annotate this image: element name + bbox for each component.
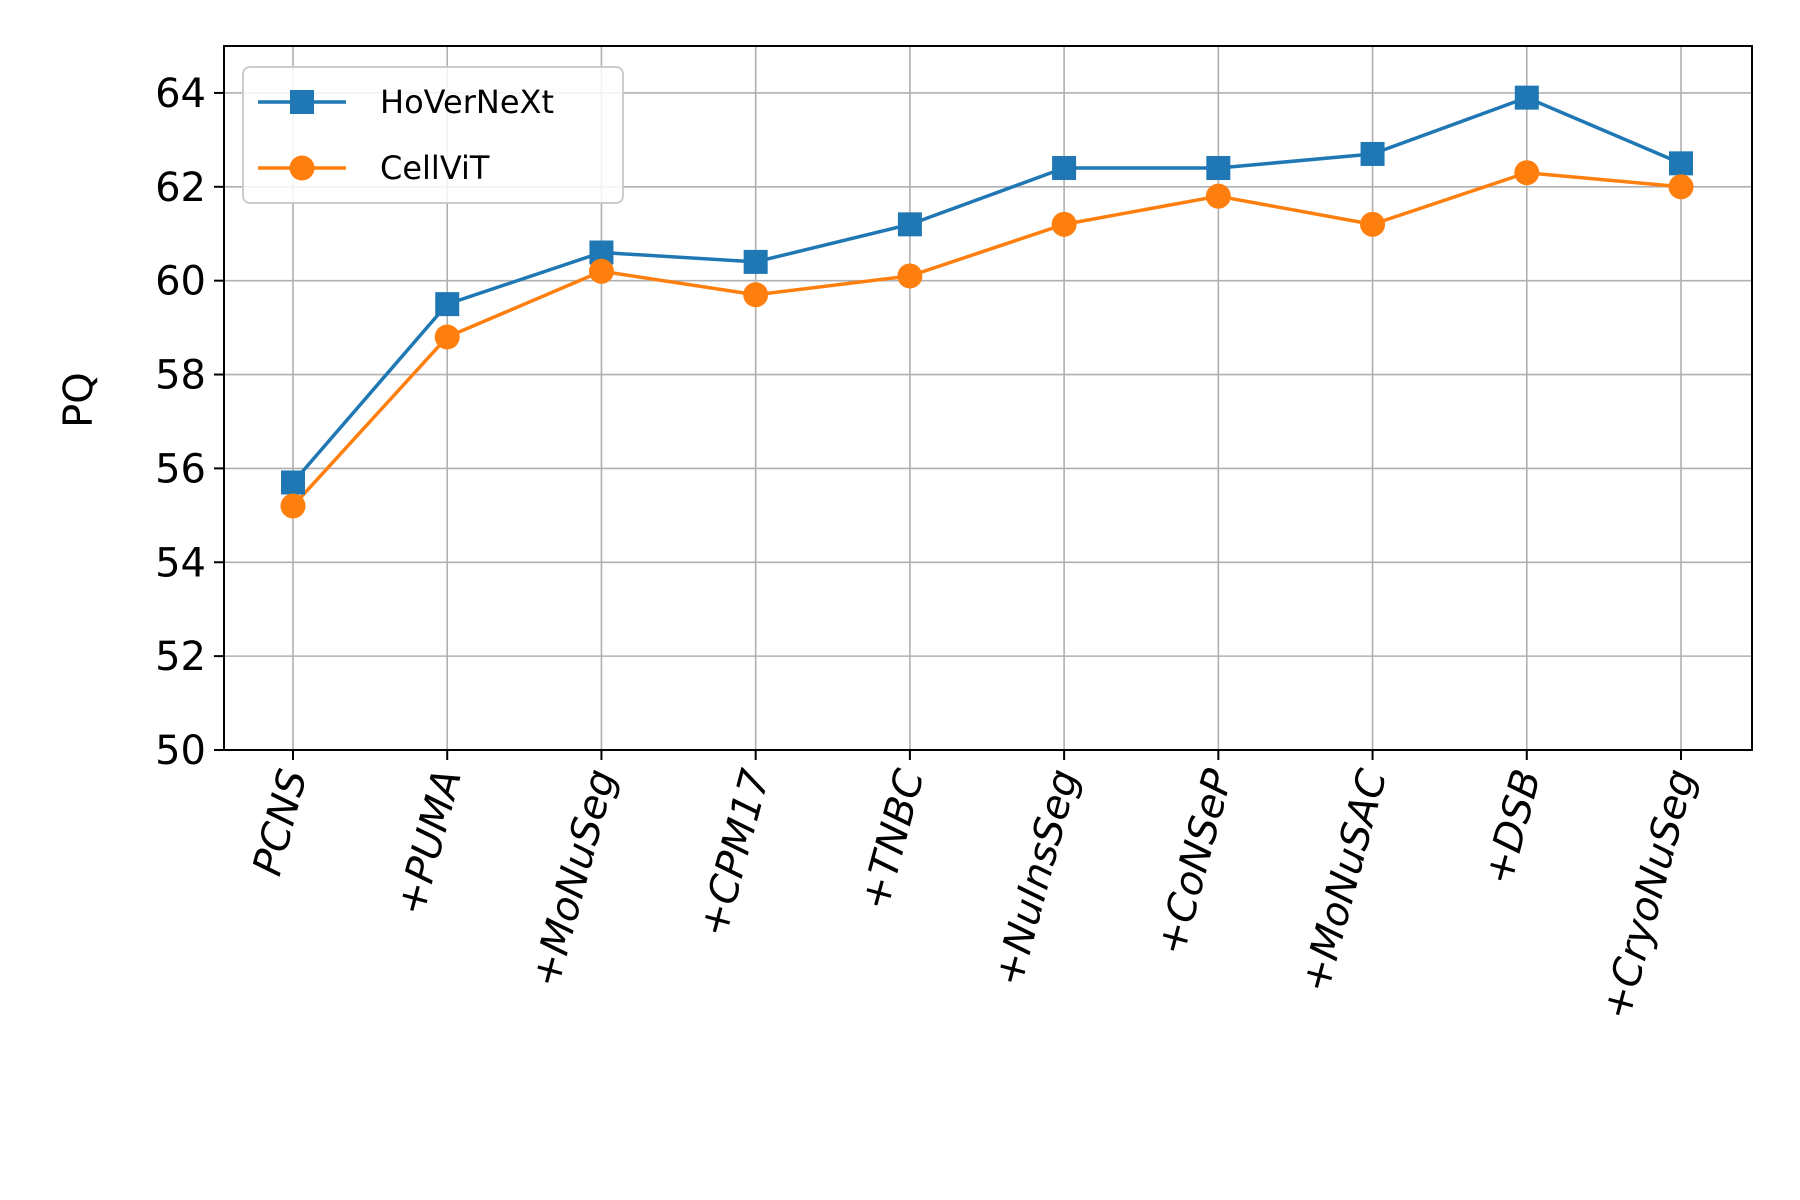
- plot-frame: [223, 45, 1753, 751]
- x-tick-label: +PUMA: [388, 765, 471, 921]
- data-point-square: [743, 249, 768, 274]
- data-point-square: [897, 212, 922, 237]
- x-tick-label: PCNS: [244, 765, 316, 881]
- x-tick-label: +CoNSeP: [1148, 764, 1242, 960]
- y-axis-label: PQ: [56, 372, 102, 428]
- x-tick-label: +DSB: [1476, 765, 1551, 890]
- y-tick-label: 50: [155, 728, 206, 774]
- series-lines: [291, 95, 1682, 508]
- data-point-square: [1669, 151, 1693, 176]
- x-tick-label: +CryoNuSeg: [1594, 765, 1705, 1025]
- x-tick-label: +CPM17: [691, 764, 780, 942]
- data-point-circle: [1051, 211, 1077, 237]
- data-point-circle: [588, 258, 614, 284]
- y-tick-label: 62: [155, 165, 206, 211]
- data-point-circle: [1668, 174, 1694, 200]
- data-point-square: [281, 470, 305, 495]
- data-point-square: [589, 240, 614, 265]
- data-point-circle: [280, 493, 306, 519]
- data-point-circle: [897, 263, 923, 289]
- y-tick-label: 52: [155, 634, 206, 680]
- y-axis: 50 52 54 56 58 60 62 64: [155, 71, 224, 774]
- legend-marker-square: [290, 90, 314, 114]
- data-point-square: [1514, 85, 1539, 110]
- y-tick-label: 56: [155, 446, 206, 492]
- y-tick-label: 54: [155, 540, 206, 586]
- x-tick-label: +NuInsSeg: [986, 765, 1088, 992]
- data-point-circle: [1514, 160, 1540, 186]
- data-point-square: [1052, 156, 1077, 181]
- legend-label: CellViT: [380, 149, 490, 187]
- legend: HoVerNeXt CellViT: [242, 66, 624, 204]
- data-point-circle: [1205, 183, 1231, 209]
- data-point-square: [1360, 141, 1385, 166]
- x-tick-label: +MoNuSAC: [1293, 765, 1397, 998]
- y-tick-label: 60: [155, 259, 206, 305]
- data-point-circle: [434, 324, 460, 350]
- series-line-0: [291, 95, 1682, 484]
- data-point-square: [435, 292, 460, 317]
- y-tick-label: 58: [155, 353, 206, 399]
- x-tick-label: +TNBC: [852, 765, 934, 915]
- legend-label: HoVerNeXt: [380, 83, 554, 121]
- series-line-1: [291, 170, 1682, 508]
- data-point-square: [1206, 156, 1231, 181]
- data-point-circle: [743, 282, 769, 308]
- legend-marker-circle: [289, 155, 315, 181]
- data-point-circle: [1360, 211, 1386, 237]
- series-markers: [280, 85, 1694, 519]
- x-axis: PCNS +PUMA +MoNuSeg +CPM17 +TNBC +NuInsSeg +Co…: [244, 750, 1705, 1025]
- x-tick-label: +MoNuSeg: [523, 765, 625, 992]
- y-tick-label: 64: [155, 71, 206, 117]
